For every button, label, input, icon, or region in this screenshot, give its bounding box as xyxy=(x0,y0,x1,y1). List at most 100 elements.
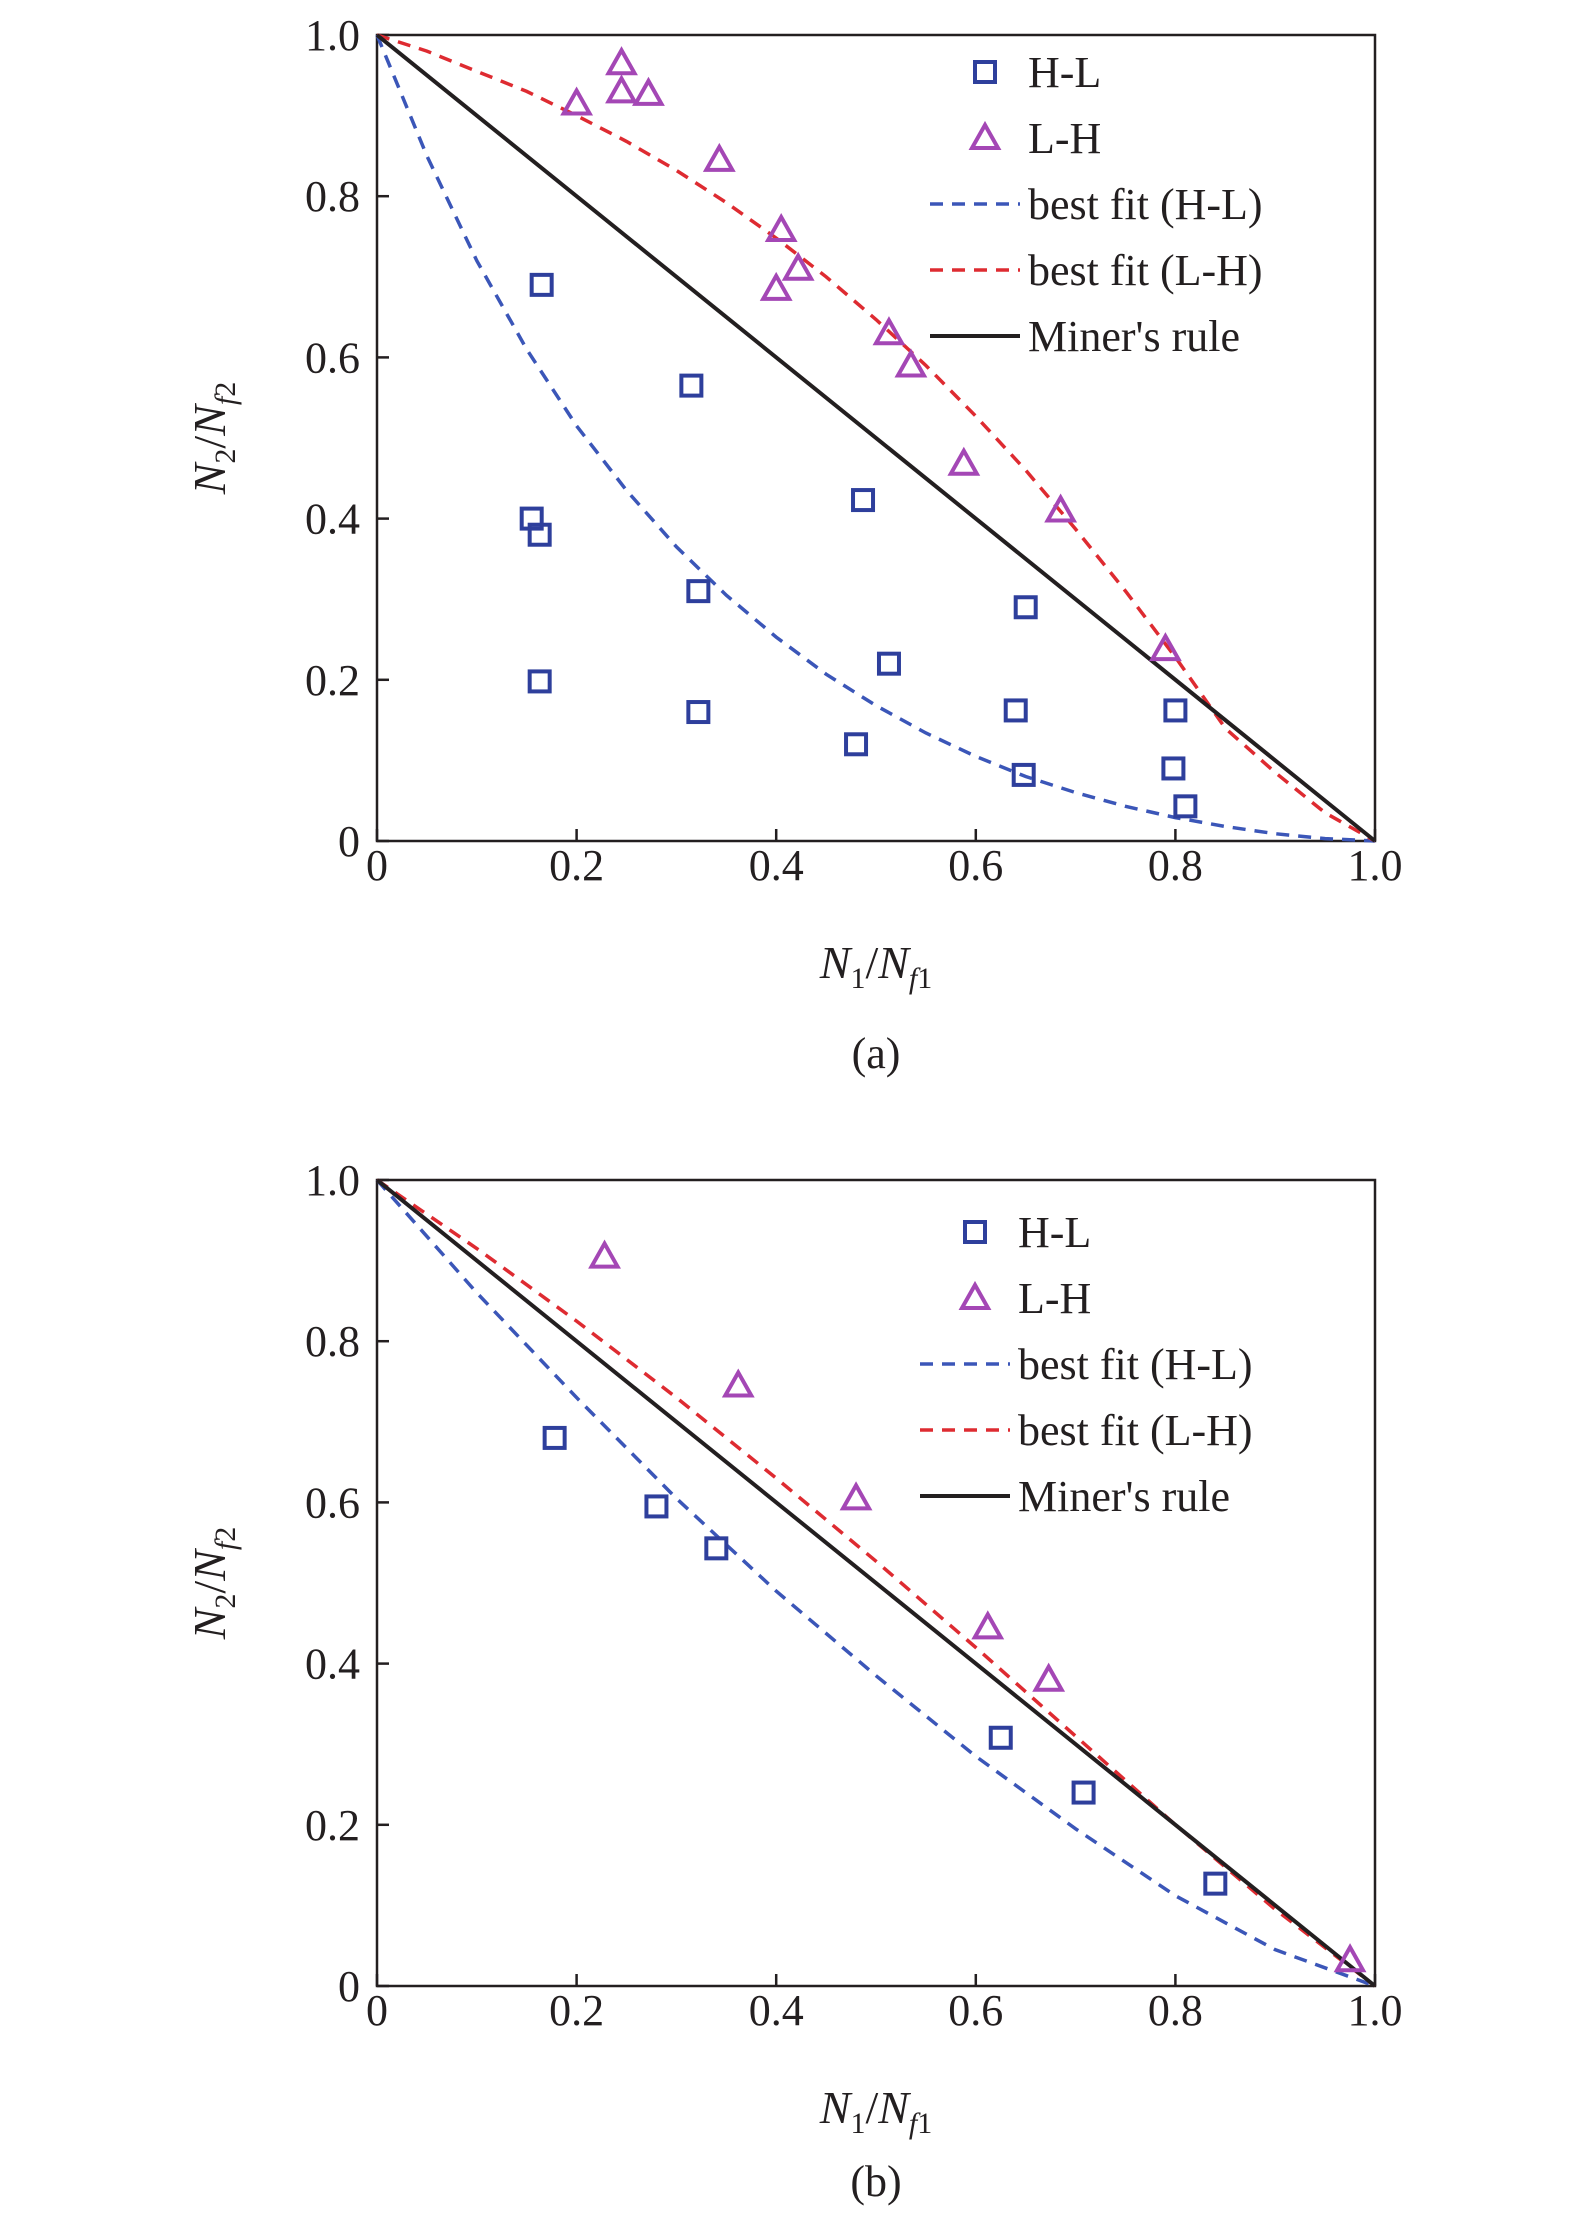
point-l-h xyxy=(1333,1943,1367,1973)
legend-label-l-h: L-H xyxy=(1028,114,1101,163)
point-h-l xyxy=(1003,698,1028,723)
point-h-l xyxy=(1163,698,1188,723)
y-tick-label: 0.6 xyxy=(305,1478,360,1527)
series-l-h xyxy=(588,1239,1367,1973)
point-l-h xyxy=(872,316,906,346)
y-tick-label: 0 xyxy=(338,817,360,866)
x-tick-label: 0.6 xyxy=(948,841,1003,890)
legend-marker-l-h xyxy=(968,120,1002,150)
y-axis-label: N2/Nf2 xyxy=(184,1527,242,1641)
series-line-miner-s-rule xyxy=(375,1178,1377,1988)
point-l-h xyxy=(605,46,638,76)
x-tick-label: 0.8 xyxy=(1148,841,1203,890)
y-tick-label: 1.0 xyxy=(305,11,360,60)
legend-label-h-l: H-L xyxy=(1018,1208,1091,1257)
y-tick-label: 0 xyxy=(338,1962,360,2011)
point-l-h xyxy=(605,74,638,104)
legend-marker-h-l xyxy=(973,60,997,84)
series-h-l xyxy=(542,1425,1228,1896)
point-l-h xyxy=(632,76,665,106)
panel-label: (a) xyxy=(852,1029,901,1078)
point-l-h xyxy=(947,446,981,476)
y-tick-label: 0.8 xyxy=(305,172,360,221)
panel-label: (b) xyxy=(850,2157,901,2206)
point-h-l xyxy=(1011,762,1036,787)
x-axis-label: N1/Nf1 xyxy=(819,2082,933,2140)
point-h-l xyxy=(851,488,876,513)
x-tick-label: 1.0 xyxy=(1348,841,1403,890)
y-tick-label: 1.0 xyxy=(305,1156,360,1205)
point-h-l xyxy=(1013,595,1038,620)
legend-label-best-fit-h-l: best fit (H-L) xyxy=(1028,180,1263,229)
point-h-l xyxy=(1203,1871,1228,1896)
legend-label-miner-s-rule: Miner's rule xyxy=(1018,1472,1230,1521)
legend-label-miner-s-rule: Miner's rule xyxy=(1028,312,1240,361)
x-tick-label: 0.2 xyxy=(549,1986,604,2035)
point-h-l xyxy=(644,1494,669,1519)
legend-label-l-h: L-H xyxy=(1018,1274,1091,1323)
point-l-h xyxy=(702,142,736,172)
point-l-h xyxy=(1044,493,1078,523)
legend-marker-h-l xyxy=(963,1220,987,1244)
x-tick-label: 0 xyxy=(366,1986,388,2035)
y-tick-label: 0.2 xyxy=(305,1801,360,1850)
series-l-h xyxy=(560,46,1182,662)
point-l-h xyxy=(971,1610,1005,1640)
point-l-h xyxy=(1032,1662,1066,1692)
point-h-l xyxy=(704,1536,729,1561)
legend-label-best-fit-l-h: best fit (L-H) xyxy=(1018,1406,1253,1455)
x-axis-label: N1/Nf1 xyxy=(819,937,933,995)
point-l-h xyxy=(781,251,815,281)
point-h-l xyxy=(1071,1780,1096,1805)
plot-frame xyxy=(375,1178,1377,1988)
point-l-h xyxy=(839,1481,873,1511)
point-h-l xyxy=(844,732,869,757)
point-l-h xyxy=(894,348,928,378)
x-tick-label: 0.4 xyxy=(749,841,804,890)
x-tick-label: 0.4 xyxy=(749,1986,804,2035)
y-tick-label: 0.6 xyxy=(305,333,360,382)
point-h-l xyxy=(686,579,711,604)
legend-label-h-l: H-L xyxy=(1028,48,1101,97)
y-tick-label: 0.4 xyxy=(305,1640,360,1689)
legend: H-L L-H best fit (H-L) best fit (L-H) Miner'… xyxy=(930,48,1263,361)
y-tick-label: 0.4 xyxy=(305,495,360,544)
point-h-l xyxy=(988,1725,1013,1750)
point-l-h xyxy=(764,212,798,243)
x-tick-label: 0.8 xyxy=(1148,1986,1203,2035)
point-h-l xyxy=(1161,756,1186,781)
x-tick-label: 1.0 xyxy=(1348,1986,1403,2035)
series-line-best-fit-h-l xyxy=(375,1178,1376,1988)
series-line-best-fit-h-l xyxy=(375,34,1376,843)
series-line-miner-s-rule xyxy=(375,33,1377,843)
point-l-h xyxy=(1148,632,1182,662)
series-h-l xyxy=(519,272,1198,819)
point-h-l xyxy=(686,700,711,725)
x-tick-label: 0.2 xyxy=(549,841,604,890)
point-h-l xyxy=(519,506,544,531)
legend-marker-l-h xyxy=(958,1280,992,1310)
x-tick-label: 0.6 xyxy=(948,1986,1003,2035)
series-line-best-fit-l-h xyxy=(376,1178,1377,1988)
y-axis-label: N2/Nf2 xyxy=(184,382,242,496)
point-l-h xyxy=(588,1239,621,1269)
chart-panel-b: 0 0.2 0.4 0.6 0.8 1.0 0 0.2 0.4 0.6 0.8 1.0 N1/Nf1 N2… xyxy=(184,1156,1403,2140)
point-h-l xyxy=(542,1425,567,1450)
y-tick-label: 0.8 xyxy=(305,1317,360,1366)
point-h-l xyxy=(679,373,704,398)
point-h-l xyxy=(529,272,554,297)
legend-label-best-fit-l-h: best fit (L-H) xyxy=(1028,246,1263,295)
legend-label-best-fit-h-l: best fit (H-L) xyxy=(1018,1340,1253,1389)
chart-panel-a: 0 0.2 0.4 0.6 0.8 1.0 0 0.2 0.4 0.6 0.8 1.0 N1/Nf1 N2… xyxy=(184,11,1403,995)
legend: H-L L-H best fit (H-L) best fit (L-H) Miner'… xyxy=(920,1208,1253,1521)
point-h-l xyxy=(876,651,901,676)
point-h-l xyxy=(1173,794,1198,819)
x-tick-label: 0 xyxy=(366,841,388,890)
point-l-h xyxy=(560,86,594,116)
point-l-h xyxy=(759,271,793,301)
point-h-l xyxy=(527,669,552,694)
plot-frame xyxy=(375,33,1377,843)
point-l-h xyxy=(721,1368,755,1398)
point-h-l xyxy=(527,522,552,547)
